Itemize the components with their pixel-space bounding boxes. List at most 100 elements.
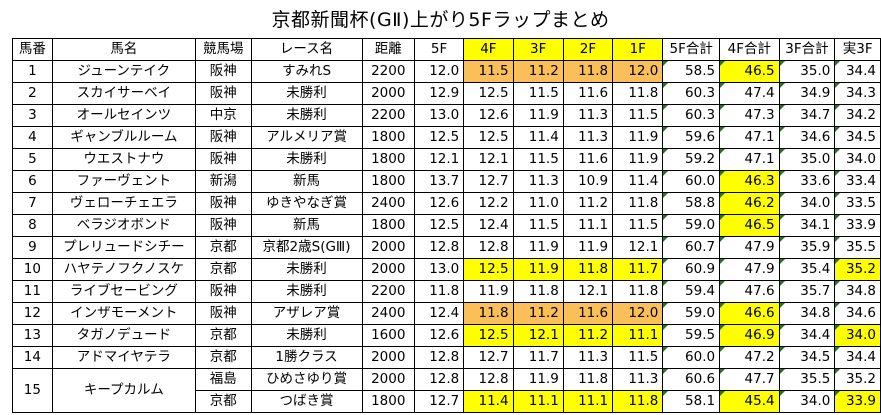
cell-horse-number: 15: [12, 368, 53, 413]
cell-total-5f: 59.6: [662, 126, 721, 149]
table-row: 10 ハヤテノフクノスケ 京都 未勝利 2000 13.0 12.5 11.9 11.8 11.7…: [12, 258, 881, 281]
cell-lap-3f: 11.9: [512, 368, 564, 391]
header-lap-2f: 2F: [562, 38, 614, 61]
cell-lap-2f: 10.9: [562, 170, 614, 193]
cell-horse-number: 12: [12, 302, 53, 325]
cell-total-3f: 35.0: [778, 148, 836, 171]
cell-total-5f: 60.6: [662, 368, 721, 391]
cell-lap-1f: 11.8: [612, 192, 664, 215]
cell-total-5f: 59.0: [662, 302, 721, 325]
cell-lap-3f: 11.5: [512, 214, 564, 237]
cell-total-3f: 35.7: [778, 280, 836, 303]
cell-racecourse: 阪神: [194, 214, 252, 237]
cell-horse-name: ギャンブルルーム: [51, 126, 196, 149]
cell-lap-3f: 11.8: [512, 280, 564, 303]
header-total-4f: 4F合計: [719, 38, 780, 61]
cell-total-5f: 58.1: [662, 390, 721, 413]
cell-total-4f: 47.6: [719, 280, 780, 303]
cell-lap-2f: 11.2: [562, 192, 614, 215]
cell-race-name: ひめさゆり賞: [250, 368, 363, 391]
cell-horse-name: ジューンテイク: [51, 60, 196, 83]
cell-total-5f: 60.0: [662, 170, 721, 193]
cell-race-name: 1勝クラス: [250, 346, 363, 369]
header-total-5f: 5F合計: [662, 38, 721, 61]
cell-racecourse: 阪神: [194, 302, 252, 325]
cell-lap-1f: 11.1: [612, 324, 664, 347]
cell-lap-5f: 12.8: [413, 346, 465, 369]
cell-lap-4f: 12.8: [463, 368, 514, 391]
cell-lap-5f: 12.5: [413, 214, 465, 237]
cell-total-4f: 46.9: [719, 324, 780, 347]
cell-actual-3f: 34.3: [834, 82, 881, 105]
cell-total-3f: 34.1: [778, 214, 836, 237]
cell-lap-2f: 12.1: [562, 280, 614, 303]
cell-actual-3f: 35.2: [834, 368, 881, 391]
cell-horse-name: ライブセービング: [51, 280, 196, 303]
header-row: 馬番 馬名 競馬場 レース名 距離 5F 4F 3F 2F 1F 5F合計 4F合計 3F合計 実3F: [12, 38, 881, 61]
table-row: 9 プレリュードシチー 京都 京都2歳S(GⅢ) 2000 12.8 12.8 11.9 11.…: [12, 236, 881, 259]
cell-distance: 2000: [361, 346, 415, 369]
cell-distance: 1800: [361, 170, 415, 193]
cell-total-3f: 35.9: [778, 236, 836, 259]
lap-table: 馬番 馬名 競馬場 レース名 距離 5F 4F 3F 2F 1F 5F合計 4F合計 3F合計 実3F 1…: [12, 38, 881, 413]
cell-total-4f: 47.1: [719, 148, 780, 171]
cell-horse-number: 13: [12, 324, 53, 347]
cell-total-3f: 34.0: [778, 390, 836, 413]
cell-horse-name: ベラジオボンド: [51, 214, 196, 237]
cell-lap-1f: 11.9: [612, 126, 664, 149]
table-row: 14 アドマイヤテラ 京都 1勝クラス 2000 12.8 12.7 11.7 11.3 11.5…: [12, 346, 881, 369]
cell-total-3f: 34.9: [778, 82, 836, 105]
cell-lap-4f: 11.5: [463, 60, 514, 83]
cell-lap-4f: 11.8: [463, 302, 514, 325]
table-body: 1 ジューンテイク 阪神 すみれS 2200 12.0 11.5 11.2 11.8 12.0 58…: [12, 60, 881, 413]
cell-lap-1f: 11.8: [612, 82, 664, 105]
cell-total-4f: 47.4: [719, 82, 780, 105]
cell-horse-name: ハヤテノフクノスケ: [51, 258, 196, 281]
cell-race-name: アルメリア賞: [250, 126, 363, 149]
cell-total-3f: 35.4: [778, 258, 836, 281]
cell-lap-2f: 11.8: [562, 258, 614, 281]
header-lap-5f: 5F: [413, 38, 465, 61]
cell-lap-5f: 13.7: [413, 170, 465, 193]
cell-lap-1f: 11.8: [612, 390, 664, 413]
cell-distance: 2200: [361, 104, 415, 127]
table-row: 8 ベラジオボンド 阪神 新馬 1800 12.5 12.4 11.5 11.1 11.5 59.0…: [12, 214, 881, 237]
cell-lap-3f: 11.5: [512, 148, 564, 171]
cell-total-5f: 59.0: [662, 214, 721, 237]
cell-race-name: 新馬: [250, 214, 363, 237]
header-lap-3f: 3F: [512, 38, 564, 61]
cell-lap-4f: 12.5: [463, 258, 514, 281]
table-row: 15 キープカルム 福島 ひめさゆり賞 2000 12.8 12.8 11.9 11.8 11.3…: [12, 368, 881, 413]
cell-horse-number: 8: [12, 214, 53, 237]
cell-lap-2f: 11.1: [562, 214, 614, 237]
cell-lap-5f: 12.6: [413, 192, 465, 215]
cell-total-4f: 47.3: [719, 104, 780, 127]
header-distance: 距離: [361, 38, 415, 61]
cell-total-3f: 34.8: [778, 302, 836, 325]
cell-lap-5f: 12.8: [413, 368, 465, 391]
cell-distance: 2000: [361, 258, 415, 281]
cell-total-4f: 47.9: [719, 258, 780, 281]
cell-actual-3f: 35.5: [834, 236, 881, 259]
cell-race-name: 新馬: [250, 170, 363, 193]
cell-lap-3f: 11.3: [512, 170, 564, 193]
cell-lap-5f: 11.8: [413, 280, 465, 303]
cell-total-5f: 60.3: [662, 82, 721, 105]
cell-total-3f: 34.4: [778, 324, 836, 347]
cell-racecourse: 阪神: [194, 280, 252, 303]
cell-race-name: 未勝利: [250, 280, 363, 303]
cell-racecourse: 京都: [194, 258, 252, 281]
cell-lap-5f: 12.7: [413, 390, 465, 413]
cell-lap-2f: 11.1: [562, 390, 614, 413]
cell-horse-name: ファーヴェント: [51, 170, 196, 193]
cell-total-4f: 46.3: [719, 170, 780, 193]
cell-horse-number: 3: [12, 104, 53, 127]
cell-total-5f: 60.7: [662, 236, 721, 259]
cell-lap-4f: 12.2: [463, 192, 514, 215]
cell-lap-5f: 12.1: [413, 148, 465, 171]
cell-actual-3f: 35.2: [834, 258, 881, 281]
cell-lap-5f: 12.4: [413, 302, 465, 325]
header-lap-4f: 4F: [463, 38, 514, 61]
cell-lap-3f: 11.4: [512, 126, 564, 149]
cell-lap-1f: 11.8: [612, 280, 664, 303]
